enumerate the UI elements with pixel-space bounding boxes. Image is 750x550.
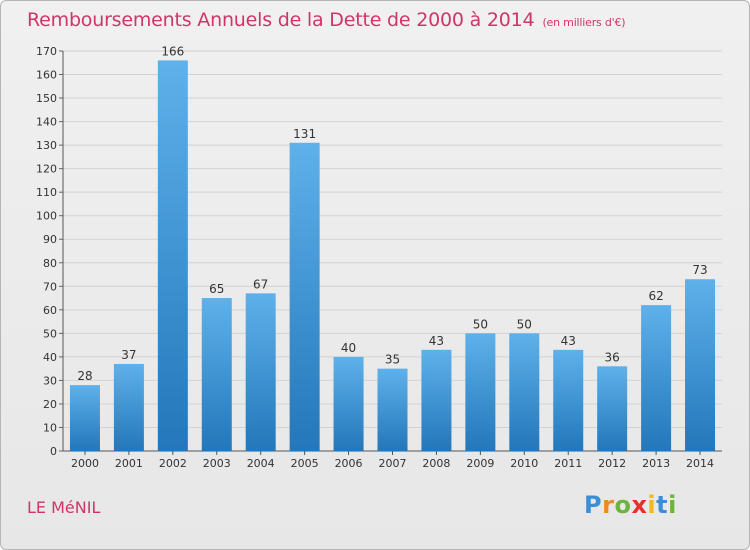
y-tick-label: 90 [43,233,57,246]
bar-value-label: 131 [293,127,316,141]
logo-letter: i [668,491,677,519]
x-tick-label: 2003 [203,457,231,470]
bar-value-label: 67 [253,277,268,291]
x-tick-label: 2012 [598,457,626,470]
bar-value-label: 166 [161,44,184,58]
x-tick-label: 2010 [510,457,538,470]
bar [553,349,584,451]
y-tick-label: 80 [43,257,57,270]
x-tick-label: 2006 [335,457,363,470]
bar [685,279,716,451]
x-tick-label: 2014 [686,457,714,470]
logo-letter: i [647,491,657,519]
y-tick-label: 120 [36,163,57,176]
y-tick-label: 20 [43,398,57,411]
y-tick-label: 130 [36,139,57,152]
x-tick-label: 2004 [247,457,275,470]
bar-value-label: 28 [77,369,92,383]
y-tick-label: 40 [43,351,57,364]
y-tick-label: 0 [50,445,57,458]
y-tick-label: 140 [36,116,57,129]
bar [113,363,144,451]
bar [333,356,364,451]
bar [245,293,276,451]
bar [157,60,188,451]
y-tick-label: 60 [43,304,57,317]
x-tick-label: 2008 [422,457,450,470]
bar [289,142,320,451]
y-tick-label: 50 [43,327,57,340]
x-tick-label: 2001 [115,457,143,470]
bar-value-label: 43 [561,334,576,348]
bar [641,305,672,451]
bar-value-label: 40 [341,341,356,355]
logo-letter: o [614,491,632,519]
bar-value-label: 62 [648,289,663,303]
bar-value-label: 35 [385,353,400,367]
bar [421,349,452,451]
chart-title: Remboursements Annuels de la Dette de 20… [27,9,626,31]
bar-value-label: 65 [209,282,224,296]
bar [377,368,408,451]
title-unit: (en milliers d'€) [542,16,626,29]
y-tick-label: 110 [36,186,57,199]
x-tick-label: 2005 [291,457,319,470]
x-tick-label: 2000 [71,457,99,470]
proxiti-logo: Proxiti [584,491,677,519]
y-tick-label: 100 [36,210,57,223]
bar [509,333,540,451]
x-tick-label: 2013 [642,457,670,470]
x-tick-label: 2002 [159,457,187,470]
bar-value-label: 43 [429,334,444,348]
y-tick-label: 170 [36,45,57,58]
y-tick-label: 10 [43,421,57,434]
logo-letter: r [602,491,615,519]
bar [69,385,100,451]
bar [465,333,496,451]
logo-letter: t [656,491,669,519]
y-tick-label: 70 [43,280,57,293]
y-tick-label: 30 [43,374,57,387]
bar-value-label: 50 [517,317,532,331]
bar [597,366,628,451]
y-tick-label: 150 [36,92,57,105]
title-text: Remboursements Annuels de la Dette de 20… [27,9,535,31]
bar [201,298,232,451]
logo-letter: P [584,491,603,519]
x-tick-label: 2011 [554,457,582,470]
bar-value-label: 37 [121,348,136,362]
bar-value-label: 73 [692,263,707,277]
y-tick-label: 160 [36,69,57,82]
commune-name: LE MéNIL [27,498,101,517]
logo-letter: x [631,491,648,519]
bar-value-label: 50 [473,317,488,331]
bar-value-label: 36 [605,350,620,364]
x-tick-label: 2009 [466,457,494,470]
x-tick-label: 2007 [379,457,407,470]
